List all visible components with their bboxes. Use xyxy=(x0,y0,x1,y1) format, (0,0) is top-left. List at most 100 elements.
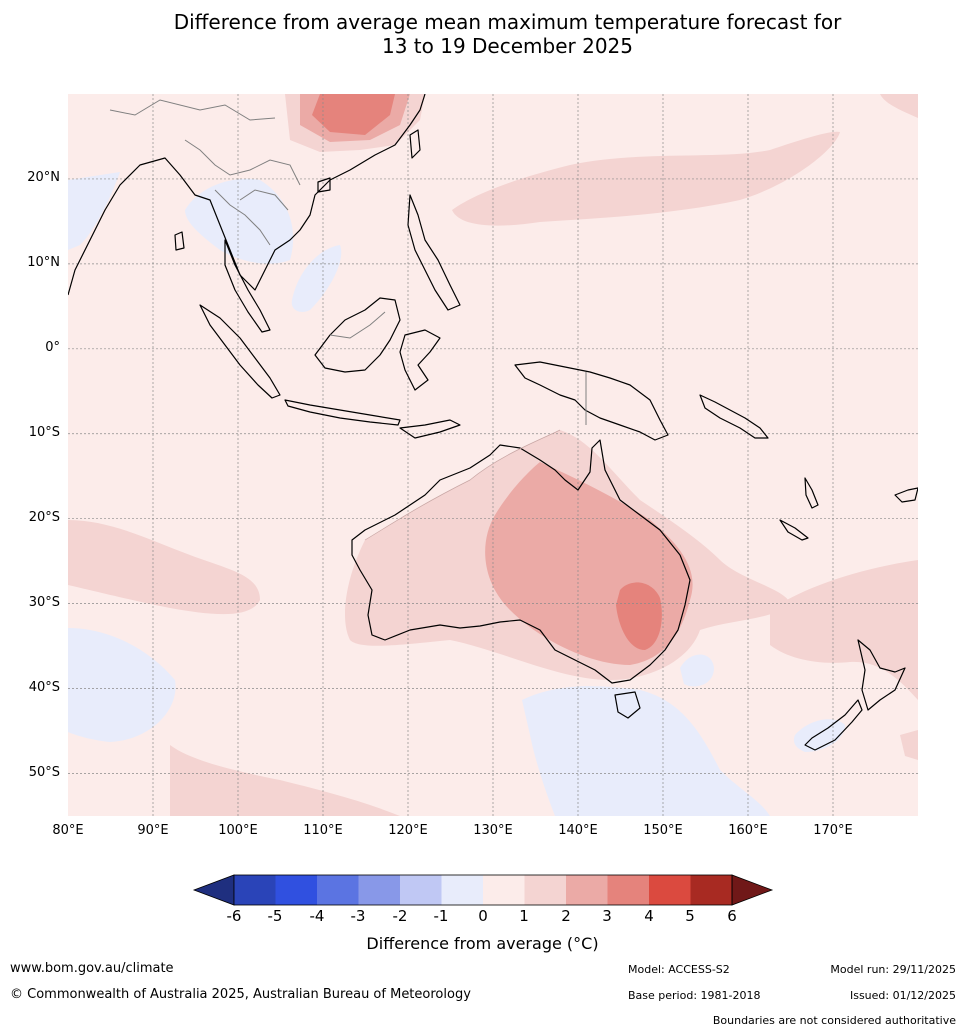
colorbar-swatch xyxy=(690,875,733,905)
lat-label-30s: 30°S xyxy=(28,595,60,610)
model-name: Model: ACCESS-S2 xyxy=(628,963,730,976)
anomaly-scs-neg xyxy=(291,245,342,312)
colorbar-tick: 6 xyxy=(727,907,737,925)
coast-nz-north xyxy=(857,639,906,711)
coast-vanuatu xyxy=(804,477,819,509)
lat-label-10n: 10°N xyxy=(27,255,60,270)
colorbar-tick: -3 xyxy=(350,907,366,925)
colorbar-tick: -6 xyxy=(226,907,242,925)
colorbar-tick: -1 xyxy=(433,907,449,925)
lon-label-110e: 110°E xyxy=(303,823,343,838)
anomaly-indian-west-1-2 xyxy=(68,520,260,615)
lon-label-160e: 160°E xyxy=(728,823,768,838)
colorbar-swatch xyxy=(317,875,359,905)
anomaly-tasman-neg xyxy=(680,654,714,687)
colorbar xyxy=(192,874,774,906)
colorbar-extend-low xyxy=(192,874,235,906)
map-area xyxy=(68,94,918,816)
boundaries-disclaimer: Boundaries are not considered authoritat… xyxy=(712,1014,956,1027)
lat-label-40s: 40°S xyxy=(28,680,60,695)
boundary-borneo xyxy=(329,311,386,339)
colorbar-swatch xyxy=(400,875,442,905)
coast-new-caledonia xyxy=(779,519,809,541)
coast-timor xyxy=(399,419,461,439)
title-line-2: 13 to 19 December 2025 xyxy=(381,34,633,58)
national-boundaries xyxy=(109,99,587,425)
lon-label-150e: 150°E xyxy=(643,823,683,838)
coast-solomons xyxy=(699,394,769,439)
coast-australia xyxy=(351,439,691,684)
lat-label-0: 0° xyxy=(45,340,60,355)
lon-label-90e: 90°E xyxy=(137,823,169,838)
lat-label-20n: 20°N xyxy=(27,170,60,185)
lon-label-100e: 100°E xyxy=(218,823,258,838)
issued-date: Issued: 01/12/2025 xyxy=(849,989,956,1002)
graticule xyxy=(68,94,918,816)
colorbar-tick: 4 xyxy=(644,907,654,925)
anomaly-pacific-ne-1-2 xyxy=(880,94,918,118)
anomaly-india-neg xyxy=(68,172,120,250)
lon-label-170e: 170°E xyxy=(813,823,853,838)
anomaly-pacific-south-1-2 xyxy=(770,560,918,700)
colorbar-extend-high xyxy=(731,874,774,906)
colorbar-tick: 1 xyxy=(519,907,529,925)
coast-sumatra xyxy=(199,304,281,399)
coast-new-guinea xyxy=(514,361,669,441)
colorbar-swatch xyxy=(441,875,484,905)
title-line-1: Difference from average mean maximum tem… xyxy=(173,10,842,34)
anomaly-china-3-4 xyxy=(312,94,395,135)
anomaly-indian-sw-neg xyxy=(68,628,176,742)
colorbar-tick: 2 xyxy=(561,907,571,925)
coast-fiji xyxy=(894,487,918,503)
colorbar-tick: -5 xyxy=(267,907,283,925)
colorbar-tick: 5 xyxy=(685,907,695,925)
colorbar-tick: 3 xyxy=(602,907,612,925)
model-run: Model run: 29/11/2025 xyxy=(830,963,956,976)
website-link[interactable]: www.bom.gov.au/climate xyxy=(10,961,174,976)
coast-taiwan xyxy=(409,129,421,159)
contour-outlines xyxy=(364,429,561,541)
colorbar-swatch xyxy=(275,875,318,905)
colorbar-tick: 0 xyxy=(478,907,488,925)
anomaly-australia-3-4 xyxy=(616,582,662,650)
lat-label-20s: 20°S xyxy=(28,510,60,525)
colorbar-tick: -2 xyxy=(392,907,408,925)
anomaly-south-1-2 xyxy=(170,745,400,816)
lat-label-10s: 10°S xyxy=(28,425,60,440)
coast-nz-south xyxy=(804,699,863,751)
coast-sulawesi xyxy=(399,329,441,391)
anomaly-se-1-2 xyxy=(900,730,918,760)
colorbar-swatch xyxy=(649,875,691,905)
anomaly-contours xyxy=(68,94,918,816)
boundary-indochina xyxy=(109,99,301,246)
lat-label-50s: 50°S xyxy=(28,765,60,780)
coast-borneo xyxy=(314,297,401,373)
lon-label-130e: 130°E xyxy=(473,823,513,838)
colorbar-swatch xyxy=(234,875,276,905)
coast-philippines xyxy=(407,194,461,311)
colorbar-swatch xyxy=(483,875,525,905)
lon-label-140e: 140°E xyxy=(558,823,598,838)
coast-malay-peninsula xyxy=(224,239,271,333)
colorbar-swatch xyxy=(358,875,401,905)
copyright-text: © Commonwealth of Australia 2025, Austra… xyxy=(10,987,471,1002)
colorbar-swatch xyxy=(524,875,567,905)
colorbar-tick: -4 xyxy=(309,907,325,925)
contour-line-aus xyxy=(364,429,561,541)
coast-java xyxy=(284,399,401,426)
anomaly-southern-neg xyxy=(522,686,770,816)
colorbar-swatch xyxy=(566,875,608,905)
anomaly-pacific-north-1-2 xyxy=(452,131,840,226)
coastlines xyxy=(68,94,918,751)
colorbar-label: Difference from average (°C) xyxy=(366,934,599,953)
colorbar-swatch xyxy=(607,875,650,905)
lon-label-120e: 120°E xyxy=(388,823,428,838)
coast-sri-lanka xyxy=(174,231,185,251)
colorbar-frame xyxy=(233,874,733,906)
base-period: Base period: 1981-2018 xyxy=(628,989,761,1002)
map-title: Difference from average mean maximum tem… xyxy=(0,10,965,58)
anomaly-indochina-neg xyxy=(185,178,294,264)
coast-tasmania xyxy=(614,691,641,719)
lon-label-80e: 80°E xyxy=(52,823,84,838)
